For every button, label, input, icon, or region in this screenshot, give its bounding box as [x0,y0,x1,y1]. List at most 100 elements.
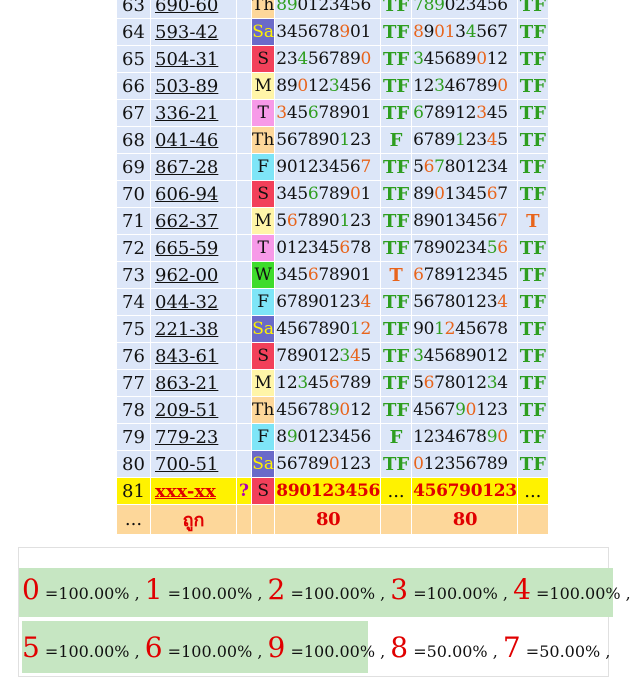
marker-cell [236,315,252,343]
result-2: TF [516,45,549,73]
result-1: TF [380,180,413,208]
stat-digit: 8 [390,631,409,664]
digit-group: 1 [339,130,350,150]
digit-group: 0 [444,0,456,15]
summary-row: ... ถูก 80 80 [116,504,549,535]
marker-cell [236,99,252,127]
draw-code-link[interactable]: 779-23 [155,426,219,448]
sequence-1: 456789012 [274,396,382,424]
stat-separator: , [502,584,514,603]
sequence-1: 567890123 [274,207,382,235]
empty-cell [516,504,549,535]
draw-code-link[interactable]: 662-37 [155,210,219,232]
draw-code-link[interactable]: 700-51 [155,453,219,475]
draw-code-link[interactable]: 863-21 [155,372,219,394]
draw-code-link[interactable]: 209-51 [155,399,219,421]
draw-code-cell: 221-38 [150,315,237,343]
digit-group: 7 [434,157,445,177]
row-number: 75 [116,315,151,343]
stat-separator: , [257,642,268,661]
draw-code-link[interactable]: 665-59 [155,237,219,259]
digit-group: 5 [276,211,287,231]
draw-code-link[interactable]: 867-28 [155,156,219,178]
digit-group: 4 [349,346,361,366]
digit-group: 3 [339,346,350,366]
draw-code-link[interactable]: 221-38 [155,318,219,340]
stat-digit: 6 [144,631,163,664]
digit-group: 567 [476,22,508,42]
draw-code-link[interactable]: 336-21 [155,102,219,124]
draw-code-link[interactable]: 962-00 [155,264,219,286]
row-number: 72 [116,234,151,262]
digit-group: 0 [339,400,350,420]
draw-code-cell: 863-21 [150,369,237,397]
digit-group: 1 [349,319,361,339]
digit-group: 45 [486,103,508,123]
day-badge: W [250,261,276,289]
sequence-2: 456790123 [411,477,518,505]
draw-code-link[interactable]: 593-42 [155,21,219,43]
digit-group: 56789 [276,454,329,474]
day-badge: Sa [250,18,276,46]
digit-group: 5 [486,238,498,258]
stats-line-2: 5 =100.00% , 6 =100.00% , 9 =100.00% , 8… [22,631,610,664]
digit-group: 78 [349,238,371,258]
digit-group: 89 [276,76,298,96]
draw-code-cell: 662-37 [150,207,237,235]
draw-code-link[interactable]: 504-31 [155,48,219,70]
day-badge: Th [250,126,276,154]
draw-code-link[interactable]: 044-32 [155,291,219,313]
digit-group: 6 [339,238,350,258]
digit-group: 5 [413,373,424,393]
draw-code-link[interactable]: 041-46 [155,129,219,151]
row-number: 79 [116,423,151,451]
digit-group: 345 [276,265,308,285]
digit-group: 01 [349,22,371,42]
result-1: TF [380,396,413,424]
stat-separator: , [492,642,503,661]
digit-group: 801234 [444,157,508,177]
stat-digit: 9 [267,631,286,664]
digit-group: 23 [276,49,298,69]
row-number: 80 [116,450,151,478]
total-correct-1: 80 [274,504,382,535]
draw-code-link[interactable]: 690-60 [155,0,219,16]
row-number: 77 [116,369,151,397]
draw-code-link[interactable]: 606-94 [155,183,219,205]
row-number: 81 [116,477,151,505]
result-1: TF [380,369,413,397]
result-1: TF [380,18,413,46]
digit-group: 45678 [455,319,508,339]
sequence-2: 345689012 [411,45,518,73]
table-row: 71 662-37 M 567890123 TF 890134567 T [116,207,549,235]
table-row: 74 044-32 F 678901234 TF 567801234 TF [116,288,549,316]
digit-group: 78901 [318,265,371,285]
table-row: 66 503-89 M 890123456 TF 123467890 TF [116,72,549,100]
draw-code-cell: 044-32 [150,288,237,316]
stat-percent: =100.00% [162,584,258,603]
result-2: TF [516,450,549,478]
table-row: 80 700-51 Sa 567890123 TF 012356789 TF [116,450,549,478]
digit-group: 123467 [413,427,477,447]
marker-cell [236,207,252,235]
digit-group: 0 [297,76,308,96]
draw-code-link[interactable]: xxx-xx [155,480,216,502]
sequence-2: 567801234 [411,288,518,316]
digit-group: 2 [360,319,371,339]
sequence-1: 890123456 [274,423,382,451]
empty-cell [236,504,252,535]
digit-group: 3 [486,292,498,312]
draw-code-link[interactable]: 843-61 [155,345,219,367]
sequence-2: 890134567 [411,180,518,208]
row-number: 73 [116,261,151,289]
digit-group: 3 [328,76,340,96]
draw-code-link[interactable]: 503-89 [155,75,219,97]
marker-cell [236,18,252,46]
stat-digit: 3 [390,573,409,606]
digit-group: 45 [307,373,329,393]
empty-cell [380,504,413,535]
total-correct-2: 80 [411,504,518,535]
result-1: TF [380,45,413,73]
draw-code-cell: 504-31 [150,45,237,73]
table-row: 76 843-61 S 789012345 TF 345689012 TF [116,342,549,370]
